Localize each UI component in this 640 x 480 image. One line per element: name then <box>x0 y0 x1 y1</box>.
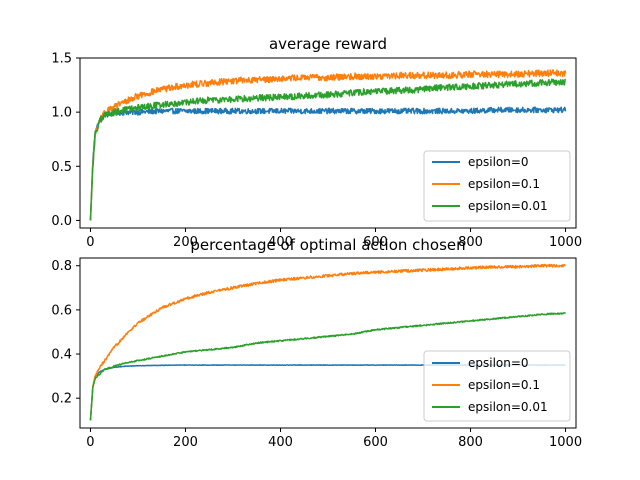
x-tick-label: 0 <box>86 235 94 250</box>
series-line-epsilon-0 <box>89 106 567 221</box>
legend-label-epsilon-0-1: epsilon=0.1 <box>468 177 540 191</box>
y-tick-label: 0.0 <box>51 214 72 229</box>
legend-label-epsilon-0-01: epsilon=0.01 <box>468 400 548 414</box>
x-tick-label: 200 <box>173 435 198 450</box>
y-tick-label: 0.4 <box>51 348 72 363</box>
axis-ticks: 0 200 400 600 800 1000 0.2 0.4 0.6 0.8 <box>51 259 582 450</box>
x-tick-label: 200 <box>173 235 198 250</box>
axis-ticks: 0 200 400 600 800 1000 0.0 0.5 1.0 1.5 <box>51 52 582 251</box>
x-tick-label: 1000 <box>549 235 582 250</box>
optimal-action-chart: 0 200 400 600 800 1000 0.2 0.4 0.6 0.8 percentage… <box>51 236 582 450</box>
y-tick-label: 0.8 <box>51 259 72 274</box>
legend-label-epsilon-0: epsilon=0 <box>468 155 529 169</box>
legend: epsilon=0 epsilon=0.1 epsilon=0.01 <box>423 150 571 222</box>
x-tick-label: 400 <box>268 435 293 450</box>
x-tick-label: 800 <box>458 435 483 450</box>
x-tick-label: 1000 <box>549 435 582 450</box>
legend-label-epsilon-0: epsilon=0 <box>468 356 529 370</box>
x-tick-label: 800 <box>458 235 483 250</box>
y-tick-label: 0.6 <box>51 303 72 318</box>
legend-box <box>423 350 571 422</box>
y-tick-label: 1.0 <box>51 106 72 121</box>
x-tick-label: 0 <box>86 435 94 450</box>
x-tick-label: 600 <box>363 235 388 250</box>
legend-label-epsilon-0-1: epsilon=0.1 <box>468 378 540 392</box>
legend-label-epsilon-0-01: epsilon=0.01 <box>468 199 548 213</box>
series-line-epsilon-0-01 <box>89 311 567 421</box>
series-line-epsilon-0-1 <box>89 69 567 221</box>
y-tick-label: 1.5 <box>51 52 72 67</box>
series-layer <box>89 69 567 221</box>
x-tick-label: 600 <box>363 435 388 450</box>
series-line-epsilon-0-01 <box>89 78 567 221</box>
y-tick-label: 0.5 <box>51 160 72 175</box>
chart-title: average reward <box>269 35 387 53</box>
chart-title: percentage of optimal action chosen <box>190 236 465 254</box>
x-tick-label: 400 <box>268 235 293 250</box>
plot-frame <box>79 57 577 229</box>
plot-frame <box>79 257 577 429</box>
y-tick-label: 0.2 <box>51 392 72 407</box>
series-line-epsilon-0-1 <box>89 263 566 421</box>
average-reward-chart: 0 200 400 600 800 1000 0.0 0.5 1.0 1.5 average re… <box>51 35 582 250</box>
legend: epsilon=0 epsilon=0.1 epsilon=0.01 <box>423 350 571 422</box>
legend-box <box>423 150 571 222</box>
